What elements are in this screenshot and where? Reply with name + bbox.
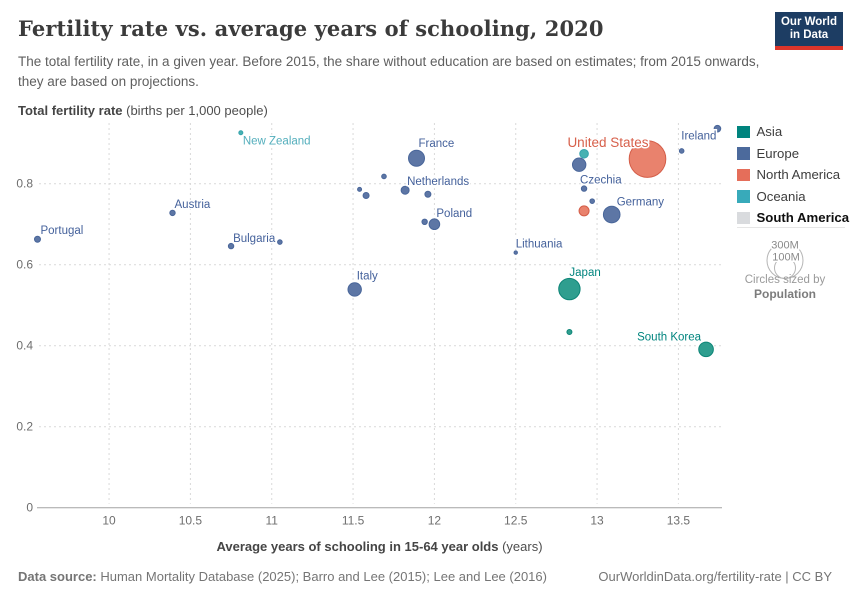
country-label: Czechia bbox=[580, 175, 622, 187]
country-label: France bbox=[419, 138, 455, 150]
x-tick-label: 13.5 bbox=[667, 514, 691, 528]
country-label: Germany bbox=[617, 197, 665, 209]
legend-label: Asia bbox=[756, 124, 783, 140]
legend-item-asia[interactable]: Asia bbox=[737, 121, 849, 143]
data-point[interactable] bbox=[578, 205, 590, 217]
page-title: Fertility rate vs. average years of scho… bbox=[18, 16, 604, 41]
legend-label: Oceania bbox=[756, 188, 806, 204]
chart-subtitle: The total fertility rate, in a given yea… bbox=[18, 54, 760, 90]
data-point[interactable] bbox=[169, 209, 176, 217]
legend-item-europe[interactable]: Europe bbox=[737, 143, 849, 165]
data-point[interactable] bbox=[428, 218, 441, 231]
x-tick-label: 11.5 bbox=[342, 514, 365, 528]
country-label: Ireland bbox=[681, 131, 716, 143]
data-point[interactable] bbox=[347, 282, 362, 297]
legend-swatch bbox=[737, 190, 750, 203]
legend-swatch bbox=[737, 168, 750, 181]
country-label: Netherlands bbox=[407, 176, 469, 188]
data-point[interactable] bbox=[227, 242, 235, 250]
chart-url-license[interactable]: OurWorldinData.org/fertility-rate | CC B… bbox=[598, 569, 832, 584]
data-point[interactable] bbox=[713, 124, 722, 133]
data-point[interactable] bbox=[238, 130, 244, 136]
x-tick-label: 13 bbox=[590, 514, 604, 528]
data-point[interactable] bbox=[421, 218, 428, 226]
legend-item-oceania[interactable]: Oceania bbox=[737, 186, 849, 208]
y-tick-label: 0.4 bbox=[16, 339, 33, 353]
x-tick-label: 10.5 bbox=[179, 514, 203, 528]
legend-swatch bbox=[737, 211, 750, 224]
legend-swatch bbox=[737, 147, 750, 160]
legend-label: South America bbox=[756, 210, 850, 226]
size-legend-caption-bold: Population bbox=[754, 287, 816, 301]
legend-item-north-america[interactable]: North America bbox=[737, 164, 849, 186]
country-label: Italy bbox=[357, 270, 378, 282]
data-source-text: Human Mortality Database (2025); Barro a… bbox=[96, 569, 547, 584]
country-label: Japan bbox=[569, 267, 600, 279]
country-label: Austria bbox=[175, 199, 211, 211]
y-tick-label: 0.8 bbox=[16, 177, 33, 191]
data-point[interactable] bbox=[362, 191, 370, 199]
legend-divider bbox=[737, 227, 845, 228]
legend-item-south-america[interactable]: South America bbox=[737, 207, 849, 229]
country-label: United States bbox=[567, 135, 648, 150]
legend-label: North America bbox=[756, 167, 841, 183]
data-point[interactable] bbox=[33, 235, 41, 243]
country-label: Portugal bbox=[40, 225, 83, 237]
data-point[interactable] bbox=[408, 149, 426, 167]
y-tick-label: 0.6 bbox=[16, 258, 33, 272]
data-point[interactable] bbox=[424, 190, 432, 198]
data-point[interactable] bbox=[602, 205, 621, 224]
y-tick-label: 0.2 bbox=[16, 420, 33, 434]
country-label: Lithuania bbox=[516, 239, 563, 251]
x-axis-title-units: (years) bbox=[498, 539, 543, 554]
data-point[interactable] bbox=[400, 185, 410, 195]
data-point[interactable] bbox=[628, 140, 667, 178]
y-axis-title-units: (births per 1,000 people) bbox=[122, 103, 268, 118]
data-point[interactable] bbox=[678, 148, 685, 154]
owid-logo-line1: Our World bbox=[780, 15, 837, 28]
size-legend-outer-label: 300M bbox=[771, 240, 799, 252]
x-tick-label: 12.5 bbox=[504, 514, 528, 528]
x-axis-title-bold: Average years of schooling in 15-64 year… bbox=[216, 539, 499, 554]
data-point[interactable] bbox=[357, 186, 363, 192]
x-tick-label: 12 bbox=[428, 514, 442, 528]
y-axis-title: Total fertility rate (births per 1,000 p… bbox=[18, 103, 268, 118]
y-axis-title-bold: Total fertility rate bbox=[18, 103, 123, 118]
data-point[interactable] bbox=[589, 198, 595, 204]
data-point[interactable] bbox=[558, 277, 581, 301]
data-point[interactable] bbox=[513, 250, 518, 255]
data-source-note: Data source: Human Mortality Database (2… bbox=[18, 569, 547, 584]
region-legend: Asia Europe North America Oceania South Amer… bbox=[737, 121, 849, 229]
legend-label: Europe bbox=[756, 145, 800, 161]
country-label: Bulgaria bbox=[233, 233, 276, 245]
size-legend-caption: Circles sized by bbox=[744, 274, 826, 286]
data-source-label: Data source: bbox=[18, 569, 97, 584]
country-label: New Zealand bbox=[243, 136, 311, 148]
data-point[interactable] bbox=[580, 185, 588, 192]
data-point[interactable] bbox=[277, 239, 283, 245]
x-tick-label: 10 bbox=[102, 514, 116, 528]
country-label: South Korea bbox=[637, 331, 702, 343]
data-point[interactable] bbox=[381, 173, 387, 180]
y-tick-label: 0 bbox=[26, 501, 33, 515]
x-axis-title: Average years of schooling in 15-64 year… bbox=[37, 539, 722, 554]
owid-logo[interactable]: Our World in Data bbox=[775, 12, 843, 50]
data-point[interactable] bbox=[698, 341, 714, 358]
owid-logo-line2: in Data bbox=[789, 29, 829, 41]
size-legend-inner-circle bbox=[774, 257, 796, 279]
country-label: Poland bbox=[436, 208, 472, 220]
data-point[interactable] bbox=[571, 157, 587, 172]
x-tick-label: 11 bbox=[265, 514, 278, 528]
data-point[interactable] bbox=[579, 148, 589, 159]
legend-swatch bbox=[737, 125, 750, 138]
data-point[interactable] bbox=[566, 328, 573, 335]
size-legend-inner-label: 100M bbox=[772, 252, 800, 264]
